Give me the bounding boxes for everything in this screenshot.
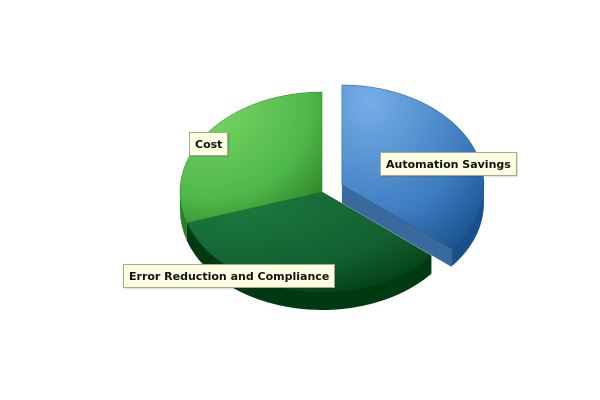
slice-side-error-reduction-and-compliance [186, 222, 432, 310]
slice-label-error-reduction-and-compliance: Error Reduction and Compliance [123, 264, 336, 288]
slice-side-automation-savings [451, 184, 484, 267]
slice-label-automation-savings: Automation Savings [380, 152, 517, 176]
pie-sides [180, 184, 484, 310]
slice-wall-automation-savings-1 [341, 184, 452, 267]
slice-side-cost [180, 192, 187, 241]
pie-tops [179, 84, 485, 293]
slice-label-cost: Cost [189, 132, 229, 156]
